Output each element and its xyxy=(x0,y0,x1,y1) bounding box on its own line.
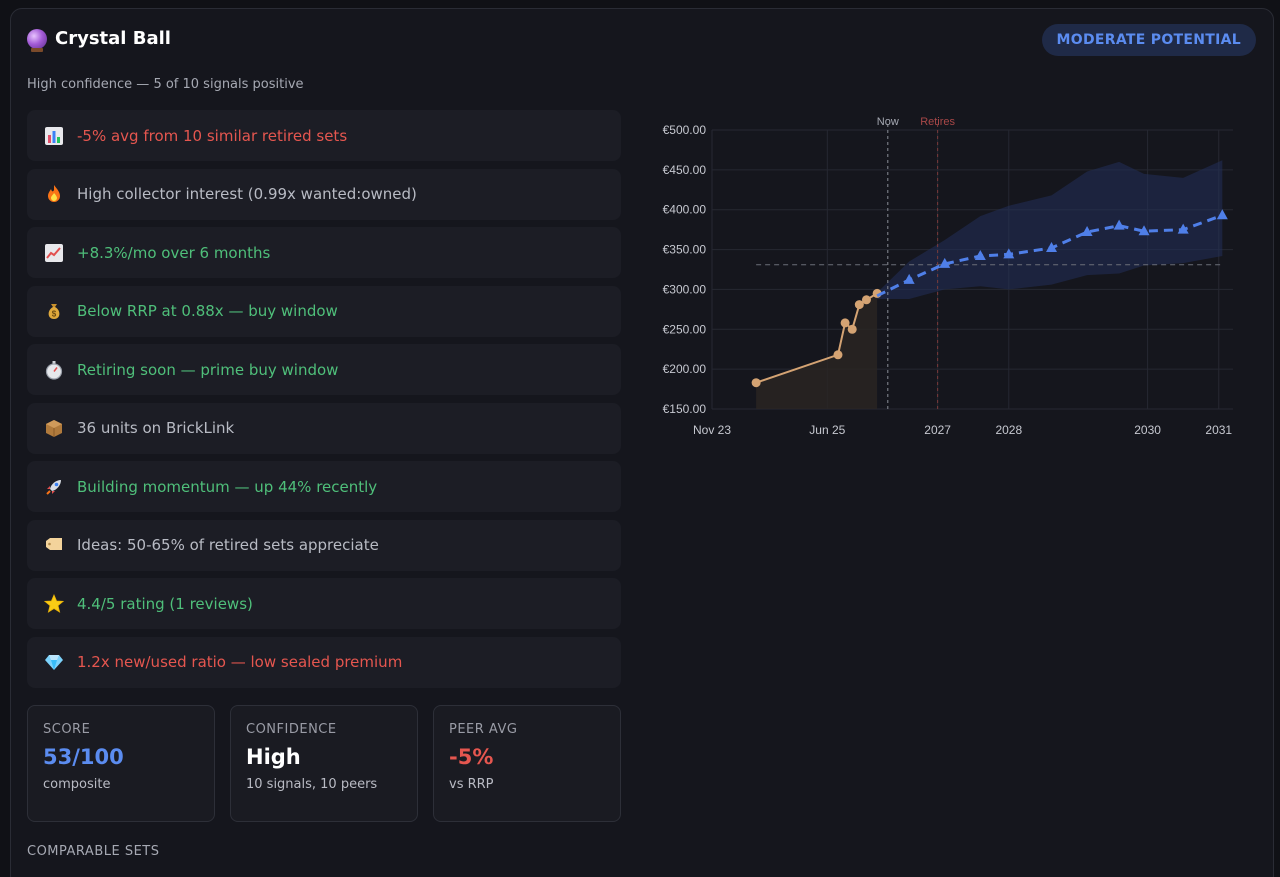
signal-text: +8.3%/mo over 6 months xyxy=(77,243,271,262)
peer-avg-value: -5% xyxy=(449,745,494,769)
forecast-point xyxy=(939,257,951,268)
trend-up-icon xyxy=(43,242,65,264)
forecast-point xyxy=(974,249,986,260)
signal-text: Ideas: 50-65% of retired sets appreciate xyxy=(77,536,379,554)
gem-icon xyxy=(43,651,65,673)
fire-icon xyxy=(43,183,65,205)
signals-list: -5% avg from 10 similar retired sets Hig… xyxy=(27,110,621,695)
rocket-icon xyxy=(43,476,65,498)
signal-text: Below RRP at 0.88x — buy window xyxy=(77,302,338,320)
star-icon xyxy=(43,593,65,615)
signal-item: Ideas: 50-65% of retired sets appreciate xyxy=(27,519,621,571)
history-point xyxy=(847,324,857,334)
history-point xyxy=(854,300,864,310)
potential-badge: MODERATE POTENTIAL xyxy=(1041,24,1256,56)
score-card: SCORE 53/100 composite xyxy=(27,705,215,822)
history-point xyxy=(833,350,843,360)
history-area xyxy=(756,293,878,409)
signal-item: +8.3%/mo over 6 months xyxy=(27,227,621,278)
history-point xyxy=(840,318,850,328)
signal-text: 36 units on BrickLink xyxy=(77,419,235,437)
x-tick-label: Jun 25 xyxy=(809,423,845,437)
title-row: Crystal Ball xyxy=(27,28,171,52)
stats-row: SCORE 53/100 composite CONFIDENCE High 1… xyxy=(27,705,621,822)
signal-text: 1.2x new/used ratio — low sealed premium xyxy=(77,653,403,671)
signal-text: Retiring soon — prime buy window xyxy=(77,360,339,379)
forecast-point xyxy=(1113,219,1125,230)
forecast-point xyxy=(1138,225,1150,236)
comparable-sets-heading: COMPARABLE SETS xyxy=(27,844,160,859)
score-label: SCORE xyxy=(43,722,91,737)
signal-text: 4.4/5 rating (1 reviews) xyxy=(77,594,253,613)
signal-item: Building momentum — up 44% recently xyxy=(27,461,621,512)
confidence-summary: High confidence — 5 of 10 signals positi… xyxy=(27,77,304,92)
forecast-point xyxy=(1046,241,1058,252)
y-tick-label: €150.00 xyxy=(663,402,707,416)
x-tick-label: Nov 23 xyxy=(693,423,731,437)
peer-avg-label: PEER AVG xyxy=(449,722,518,737)
x-tick-label: 2030 xyxy=(1134,423,1161,437)
forecast-point xyxy=(1081,226,1093,237)
history-point xyxy=(751,378,761,388)
score-sub: composite xyxy=(43,777,111,792)
signal-text: Building momentum — up 44% recently xyxy=(77,477,378,496)
y-tick-label: €200.00 xyxy=(663,362,707,376)
signal-text: High collector interest (0.99x wanted:ow… xyxy=(77,185,417,203)
forecast-point xyxy=(1216,209,1228,220)
page-title: Crystal Ball xyxy=(55,28,171,49)
peer-avg-card: PEER AVG -5% vs RRP xyxy=(433,705,621,822)
y-tick-label: €300.00 xyxy=(663,282,707,296)
money-bag-icon: $ xyxy=(43,300,65,322)
signal-item: 1.2x new/used ratio — low sealed premium xyxy=(27,636,621,688)
forecast-point xyxy=(903,273,915,284)
price-chart-svg: €500.00 €450.00 €400.00 €350.00 €300.00 €250.… xyxy=(663,116,1233,437)
package-icon xyxy=(43,417,65,439)
signal-item: 36 units on BrickLink xyxy=(27,402,621,454)
event-marker-label: Retires xyxy=(920,116,955,128)
history-point xyxy=(861,295,871,305)
stopwatch-icon xyxy=(43,359,65,381)
signal-item: 4.4/5 rating (1 reviews) xyxy=(27,578,621,629)
confidence-card: CONFIDENCE High 10 signals, 10 peers xyxy=(230,705,418,822)
y-tick-label: €450.00 xyxy=(663,163,707,177)
confidence-label: CONFIDENCE xyxy=(246,722,337,737)
x-tick-label: 2028 xyxy=(995,423,1022,437)
x-tick-label: 2027 xyxy=(924,423,951,437)
confidence-sub: 10 signals, 10 peers xyxy=(246,777,378,792)
forecast-point xyxy=(1003,248,1015,259)
y-tick-label: €500.00 xyxy=(663,123,707,137)
tag-icon xyxy=(43,534,65,556)
forecast-point xyxy=(1177,223,1189,234)
price-forecast-chart: €500.00 €450.00 €400.00 €350.00 €300.00 €250.… xyxy=(640,108,1260,458)
signal-text: -5% avg from 10 similar retired sets xyxy=(77,126,348,145)
y-tick-label: €350.00 xyxy=(663,243,707,257)
confidence-value: High xyxy=(246,745,301,769)
crystal-ball-icon xyxy=(27,28,47,52)
signal-item: $ Below RRP at 0.88x — buy window xyxy=(27,285,621,337)
y-tick-label: €250.00 xyxy=(663,322,707,336)
event-marker-label: Now xyxy=(877,116,899,128)
x-tick-label: 2031 xyxy=(1205,423,1232,437)
peer-avg-sub: vs RRP xyxy=(449,777,494,792)
y-tick-label: €400.00 xyxy=(663,203,707,217)
signal-item: High collector interest (0.99x wanted:ow… xyxy=(27,168,621,220)
score-value: 53/100 xyxy=(43,745,124,769)
svg-text:$: $ xyxy=(52,310,57,319)
chart-icon xyxy=(43,125,65,147)
signal-item: Retiring soon — prime buy window xyxy=(27,344,621,395)
signal-item: -5% avg from 10 similar retired sets xyxy=(27,110,621,161)
